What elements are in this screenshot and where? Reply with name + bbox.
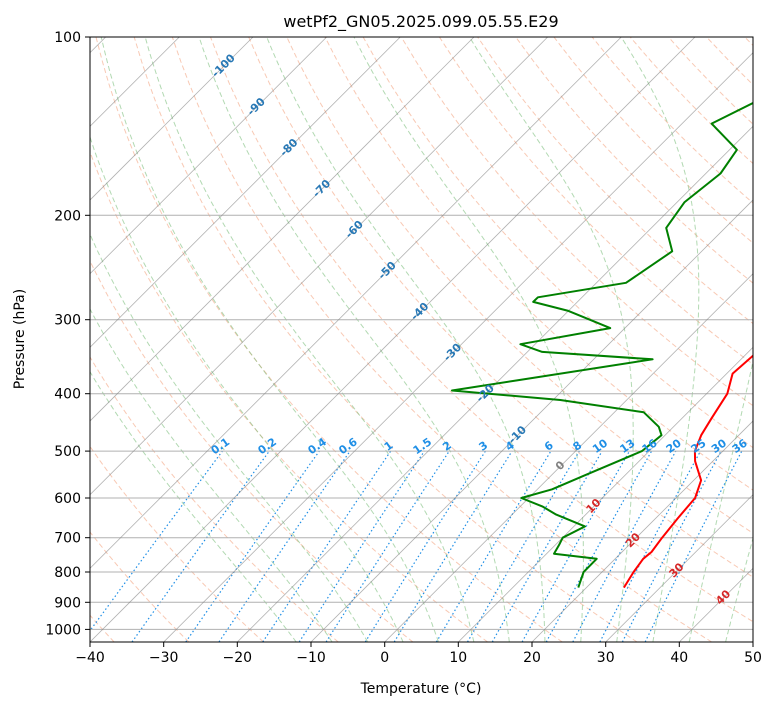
y-axis-label: Pressure (hPa) [12, 289, 28, 389]
y-tick-label: 900 [54, 595, 81, 611]
moist-adiabat-line [620, 37, 700, 642]
mixing-ratio-line [545, 450, 653, 642]
plot-frame [89, 36, 754, 643]
mixing-ratio-line [298, 450, 425, 642]
moist-adiabat-line [90, 232, 369, 642]
x-tick-label: 20 [523, 650, 541, 666]
dry-adiabat-line [324, 37, 753, 491]
mixing-ratio-lines [90, 450, 743, 642]
isotherm-line [531, 420, 753, 642]
y-tick-label: 200 [54, 208, 81, 224]
x-tick-label: 40 [670, 650, 688, 666]
isotherm-line [90, 37, 548, 496]
x-axis-ticks: −40 −30 −20 −10 0 10 20 30 40 50 [75, 642, 762, 666]
y-tick-label: 700 [54, 531, 81, 547]
mixing-ratio-line [185, 450, 320, 642]
mixing-ratio-line [262, 450, 392, 642]
mixing-ratio-line [393, 450, 513, 642]
isotherm-line [310, 199, 753, 642]
moist-adiabat-line [90, 135, 404, 642]
mixing-ratio-line [521, 450, 631, 642]
x-tick-label: −30 [149, 650, 179, 666]
y-tick-label: 600 [54, 491, 81, 507]
dry-adiabat-line [515, 37, 753, 284]
x-tick-label: 0 [380, 650, 389, 666]
dry-adiabat-line [400, 37, 753, 407]
isotherm-line [90, 37, 696, 642]
dry-adiabat-line [171, 37, 712, 642]
dry-adiabat-line [133, 37, 638, 642]
mixing-ratio-line [644, 450, 743, 642]
dry-adiabat-line [248, 37, 753, 578]
mixing-ratio-line [325, 450, 450, 642]
dry-adiabat-line [95, 37, 563, 642]
x-tick-label: 50 [744, 650, 762, 666]
isotherm-line [458, 346, 753, 642]
y-tick-label: 800 [54, 565, 81, 581]
isotherm-line [605, 494, 753, 642]
moist-adiabat-line [266, 37, 546, 642]
y-tick-label: 400 [54, 387, 81, 403]
isotherm-line [90, 37, 254, 201]
dry-adiabat-line [90, 445, 264, 642]
moist-adiabats [90, 37, 753, 642]
moist-adiabat-line [90, 308, 333, 642]
isotherm-line [90, 37, 622, 569]
y-tick-label: 100 [54, 30, 81, 46]
isotherm-line [237, 125, 753, 642]
moist-adiabat-line [688, 358, 753, 642]
isotherm-line [90, 37, 327, 275]
temperature-profile-line [623, 354, 753, 589]
isotherm-line [90, 37, 475, 422]
x-tick-label: −40 [75, 650, 105, 666]
y-tick-label: 500 [54, 444, 81, 460]
x-tick-label: −10 [296, 650, 326, 666]
y-axis-ticks: 100 200 300 400 500 600 700 800 900 1000 [45, 30, 90, 638]
moist-adiabat-line [100, 37, 439, 642]
dewpoint-profile-line [451, 101, 753, 588]
dry-adiabat-line [438, 37, 753, 366]
y-tick-label: 1000 [45, 622, 81, 638]
mixing-ratio-line [90, 450, 223, 632]
moist-adiabat-line [353, 37, 584, 642]
x-tick-label: −20 [223, 650, 253, 666]
moist-adiabat-line [144, 37, 475, 642]
moist-adiabat-line [198, 37, 510, 642]
y-tick-label: 300 [54, 313, 81, 329]
isotherm-line [90, 37, 401, 348]
profile-series [451, 101, 753, 589]
mixing-ratio-line [131, 450, 270, 642]
x-tick-label: 30 [597, 650, 615, 666]
isobar-gridlines [90, 37, 753, 630]
x-tick-label: 10 [449, 650, 467, 666]
x-axis-label: Temperature (°C) [360, 681, 482, 697]
dry-adiabat-line [90, 356, 339, 642]
isotherm-gridlines [90, 37, 753, 642]
chart-title: wetPf2_GN05.2025.099.05.55.E29 [283, 12, 558, 32]
mixing-ratio-line [572, 450, 677, 642]
moist-adiabat-line [725, 536, 753, 642]
dry-adiabat-line [90, 150, 488, 642]
dry-adiabat-line [90, 531, 190, 642]
isotherm-line [163, 52, 753, 642]
isotherm-line [384, 273, 753, 642]
mixing-ratio-line [218, 450, 351, 642]
